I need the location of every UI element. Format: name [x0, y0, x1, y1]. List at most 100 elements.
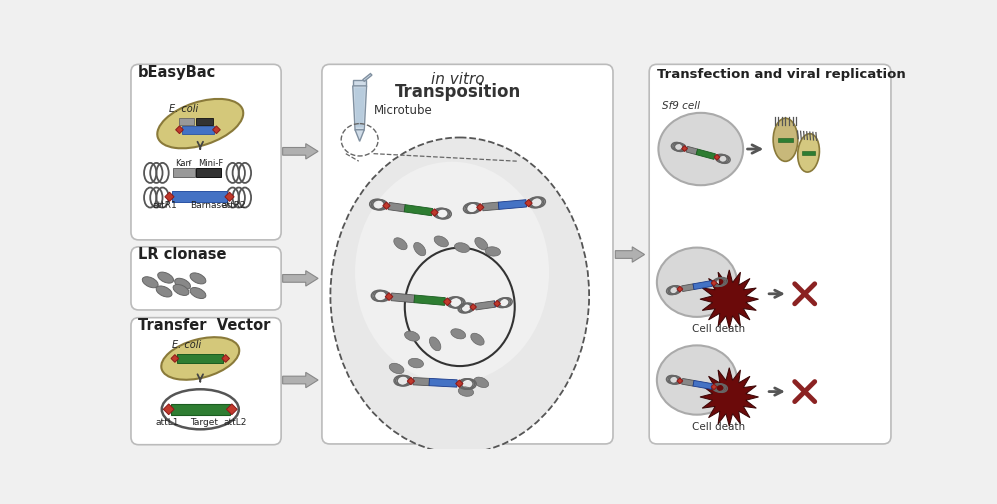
- Polygon shape: [388, 203, 405, 212]
- Polygon shape: [431, 209, 438, 216]
- Polygon shape: [682, 146, 688, 151]
- Polygon shape: [354, 87, 365, 128]
- Bar: [178, 118, 194, 125]
- FancyBboxPatch shape: [131, 247, 281, 310]
- Ellipse shape: [657, 345, 737, 415]
- Polygon shape: [714, 154, 720, 160]
- Text: Cell death: Cell death: [692, 324, 745, 334]
- Text: LR clonase: LR clonase: [138, 247, 226, 262]
- Bar: [803, 151, 815, 155]
- Ellipse shape: [486, 247, 500, 256]
- Ellipse shape: [773, 118, 798, 161]
- Polygon shape: [494, 300, 500, 307]
- Ellipse shape: [451, 329, 466, 339]
- Ellipse shape: [355, 162, 549, 383]
- Polygon shape: [355, 130, 364, 141]
- Text: Transfection and viral replication: Transfection and viral replication: [657, 68, 905, 81]
- Polygon shape: [711, 280, 717, 286]
- Bar: [778, 138, 793, 142]
- Polygon shape: [175, 126, 183, 134]
- Ellipse shape: [158, 99, 243, 148]
- Polygon shape: [385, 293, 393, 300]
- Polygon shape: [444, 298, 452, 305]
- Polygon shape: [164, 404, 174, 415]
- Polygon shape: [525, 200, 532, 207]
- Bar: [177, 354, 223, 363]
- Text: attR2: attR2: [221, 201, 245, 210]
- Text: attR1: attR1: [153, 201, 177, 210]
- Text: Mini-F: Mini-F: [198, 159, 223, 168]
- Ellipse shape: [330, 138, 589, 453]
- Text: Microtube: Microtube: [374, 104, 433, 117]
- Polygon shape: [212, 126, 220, 134]
- Text: Target: Target: [190, 418, 218, 427]
- Bar: [171, 192, 227, 202]
- Bar: [173, 168, 194, 177]
- Polygon shape: [171, 355, 178, 362]
- Ellipse shape: [162, 337, 239, 380]
- Ellipse shape: [173, 284, 189, 295]
- Ellipse shape: [475, 237, 488, 250]
- Polygon shape: [682, 379, 694, 386]
- Polygon shape: [283, 144, 318, 159]
- Ellipse shape: [414, 242, 426, 256]
- Ellipse shape: [434, 236, 449, 247]
- Polygon shape: [475, 301, 496, 310]
- Polygon shape: [615, 247, 644, 262]
- Bar: [181, 126, 214, 134]
- Ellipse shape: [657, 247, 737, 317]
- Text: Sf9 cell: Sf9 cell: [662, 101, 700, 111]
- Text: E. coli: E. coli: [169, 104, 198, 114]
- Text: Barnase: Barnase: [190, 201, 227, 210]
- Polygon shape: [693, 381, 712, 389]
- Bar: [196, 168, 221, 177]
- Ellipse shape: [174, 278, 190, 289]
- Polygon shape: [686, 146, 698, 155]
- Ellipse shape: [394, 238, 407, 249]
- Polygon shape: [413, 377, 430, 386]
- Ellipse shape: [143, 277, 159, 288]
- FancyBboxPatch shape: [131, 318, 281, 445]
- Polygon shape: [456, 380, 463, 387]
- Polygon shape: [498, 200, 526, 209]
- Polygon shape: [353, 86, 367, 130]
- FancyBboxPatch shape: [322, 65, 613, 444]
- Ellipse shape: [158, 272, 173, 283]
- Ellipse shape: [798, 134, 820, 172]
- Polygon shape: [283, 271, 318, 286]
- Polygon shape: [682, 284, 694, 291]
- Polygon shape: [711, 384, 717, 390]
- Text: attL2: attL2: [223, 418, 246, 427]
- Text: E. coli: E. coli: [172, 340, 201, 350]
- Polygon shape: [407, 377, 415, 385]
- Polygon shape: [414, 295, 446, 305]
- Ellipse shape: [190, 287, 205, 298]
- Polygon shape: [283, 372, 318, 388]
- Polygon shape: [696, 149, 716, 159]
- Polygon shape: [700, 270, 759, 329]
- Text: in vitro: in vitro: [432, 72, 485, 87]
- Polygon shape: [429, 379, 458, 387]
- Text: Transposition: Transposition: [395, 84, 521, 101]
- Ellipse shape: [430, 337, 441, 351]
- Text: attL1: attL1: [156, 418, 179, 427]
- Polygon shape: [391, 293, 415, 303]
- Polygon shape: [477, 204, 484, 211]
- Polygon shape: [404, 205, 433, 216]
- Polygon shape: [225, 192, 234, 202]
- Ellipse shape: [405, 331, 420, 341]
- Polygon shape: [693, 281, 712, 289]
- Polygon shape: [700, 368, 759, 426]
- Polygon shape: [165, 192, 174, 202]
- Text: bEasyBac: bEasyBac: [138, 65, 216, 80]
- Polygon shape: [354, 80, 366, 86]
- Text: r: r: [188, 159, 190, 165]
- Polygon shape: [226, 404, 237, 415]
- Ellipse shape: [474, 377, 489, 388]
- Polygon shape: [363, 74, 372, 81]
- Bar: [195, 118, 212, 125]
- Ellipse shape: [658, 113, 743, 185]
- Ellipse shape: [408, 358, 424, 368]
- Polygon shape: [470, 304, 477, 310]
- FancyBboxPatch shape: [131, 65, 281, 240]
